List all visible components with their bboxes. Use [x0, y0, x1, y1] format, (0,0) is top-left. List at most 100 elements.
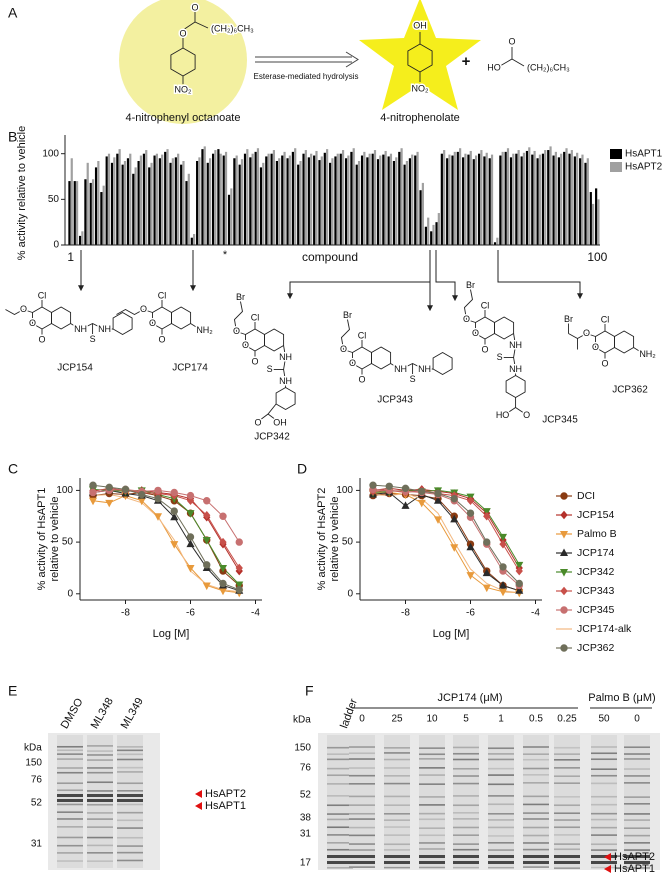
bar	[517, 150, 520, 245]
legend-label: JCP154	[577, 509, 615, 521]
bar	[86, 162, 89, 245]
gel-band	[117, 746, 143, 748]
bar	[496, 237, 499, 245]
y-tick-label: 50	[48, 194, 60, 205]
bar	[233, 158, 236, 245]
arrow-label: Esterase-mediated hydrolysis	[254, 72, 359, 81]
hydrolysis-arrow	[255, 51, 359, 68]
bar	[238, 164, 241, 245]
gel-band	[384, 819, 410, 821]
bar	[392, 161, 396, 245]
data-point	[466, 572, 475, 580]
arrow	[497, 250, 583, 300]
gel-band	[523, 834, 549, 837]
gel-band	[57, 771, 83, 774]
atom-label: HO	[496, 410, 510, 420]
atom-label: NH	[418, 364, 431, 374]
gel-band	[327, 767, 353, 770]
atom-label: OH	[273, 417, 287, 427]
gel-band	[554, 753, 580, 755]
kda-label: kDa	[24, 743, 42, 754]
gel-band	[117, 851, 143, 854]
legend-label: JCP345	[577, 604, 615, 616]
bar	[307, 157, 310, 245]
bar	[379, 155, 382, 245]
data-point	[235, 581, 244, 590]
atom-label: O	[251, 356, 258, 366]
gel-band	[327, 834, 353, 836]
atom-label: Br	[236, 292, 245, 302]
gel-band	[349, 758, 375, 760]
legend-marker	[559, 569, 569, 577]
bar	[533, 150, 536, 245]
bar	[387, 156, 390, 245]
gel-band	[523, 753, 549, 756]
data-point	[450, 514, 459, 523]
bar	[443, 150, 446, 245]
data-point	[203, 561, 211, 569]
bar	[246, 149, 249, 245]
bar	[78, 235, 82, 245]
gel-band	[349, 795, 375, 798]
data-point	[170, 488, 178, 497]
atom-label: O	[340, 344, 347, 354]
atom-label: Br	[564, 314, 573, 324]
marker-label: 52	[300, 790, 312, 801]
gel-band	[453, 848, 479, 851]
gel-band	[419, 812, 445, 815]
ring	[432, 351, 453, 376]
bar	[97, 161, 100, 245]
fit-curve	[92, 488, 240, 543]
atom-label: (CH₂)₆CH₃	[527, 62, 570, 72]
group-label: Palmo B (μM)	[588, 692, 655, 704]
bar	[581, 154, 584, 245]
data-point	[515, 579, 523, 588]
gel-band	[591, 758, 617, 761]
compound-name: JCP362	[612, 385, 648, 396]
bond	[23, 309, 33, 313]
gel-band	[624, 861, 650, 864]
bar	[227, 194, 231, 245]
data-point	[105, 499, 114, 508]
bar	[259, 167, 263, 245]
bar	[203, 146, 206, 245]
compound-name: JCP342	[254, 432, 290, 443]
atom-label: O	[583, 328, 590, 338]
ring	[371, 346, 392, 370]
bar	[483, 156, 486, 245]
gel-band	[591, 861, 617, 864]
data-point	[202, 537, 211, 545]
gel-band	[117, 819, 143, 822]
lane-label: ladder	[338, 697, 360, 730]
bar	[414, 155, 417, 245]
gel-band	[327, 783, 353, 785]
bar	[158, 158, 161, 245]
x-tick-label: 100	[587, 250, 607, 264]
gel-band	[453, 767, 479, 770]
bar	[579, 158, 582, 245]
gel-band	[419, 804, 445, 806]
bar	[315, 150, 318, 245]
legend-label: JCP174-alk	[577, 623, 632, 635]
bar	[169, 162, 172, 245]
legend-label: HsAPT2	[625, 162, 663, 173]
gel-band	[591, 803, 617, 806]
legend-marker	[560, 586, 568, 596]
bar	[132, 173, 135, 245]
bar	[459, 148, 462, 245]
compound-name: 4-nitrophenolate	[380, 112, 460, 124]
data-point	[219, 512, 227, 520]
lane-label: ML348	[89, 696, 116, 731]
bar	[278, 158, 281, 245]
bar	[544, 150, 547, 245]
gel-band	[624, 775, 650, 777]
bar	[196, 161, 199, 245]
gel-band	[419, 796, 445, 798]
gel-band	[87, 803, 113, 806]
bar	[134, 167, 137, 245]
data-point	[482, 568, 491, 577]
lane-label: 0.25	[557, 714, 577, 725]
gel-band	[453, 795, 479, 797]
bar	[331, 158, 334, 245]
bar	[552, 155, 555, 245]
